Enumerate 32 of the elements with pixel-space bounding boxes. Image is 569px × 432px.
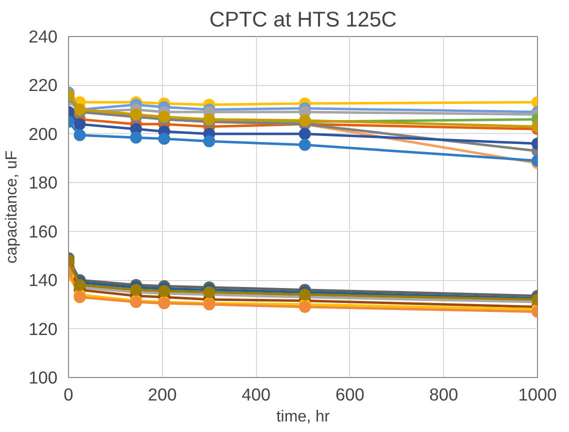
x-tick-label: 600: [335, 384, 364, 404]
x-axis-title: time, hr: [276, 408, 330, 426]
x-tick-label: 400: [242, 384, 271, 404]
x-tick-label: 1000: [518, 384, 557, 404]
y-tick-label: 140: [28, 270, 58, 290]
y-tick-label: 240: [28, 26, 58, 46]
point: [130, 284, 142, 296]
point: [74, 129, 86, 142]
point: [74, 118, 86, 130]
point: [203, 113, 216, 126]
point: [158, 132, 170, 145]
y-tick-label: 100: [28, 368, 58, 388]
point: [74, 278, 86, 291]
x-tick-label: 0: [64, 384, 74, 404]
point: [298, 288, 311, 301]
y-tick-label: 120: [28, 318, 58, 339]
point: [298, 138, 311, 151]
point: [130, 132, 142, 144]
y-axis-title: capacitance, uF: [4, 150, 21, 264]
y-tick-label: 160: [28, 221, 58, 242]
point: [74, 291, 86, 304]
x-tick-label: 800: [429, 384, 458, 404]
y-tick-label: 200: [28, 124, 58, 144]
point: [298, 128, 311, 140]
point: [158, 110, 170, 123]
point: [203, 286, 216, 298]
y-tick-label: 180: [28, 172, 58, 193]
chart-title: CPTC at HTS 125C: [209, 8, 397, 32]
y-tick-label: 220: [28, 75, 58, 96]
point: [203, 135, 216, 148]
x-tick-label: 200: [148, 384, 177, 404]
point: [298, 300, 311, 313]
